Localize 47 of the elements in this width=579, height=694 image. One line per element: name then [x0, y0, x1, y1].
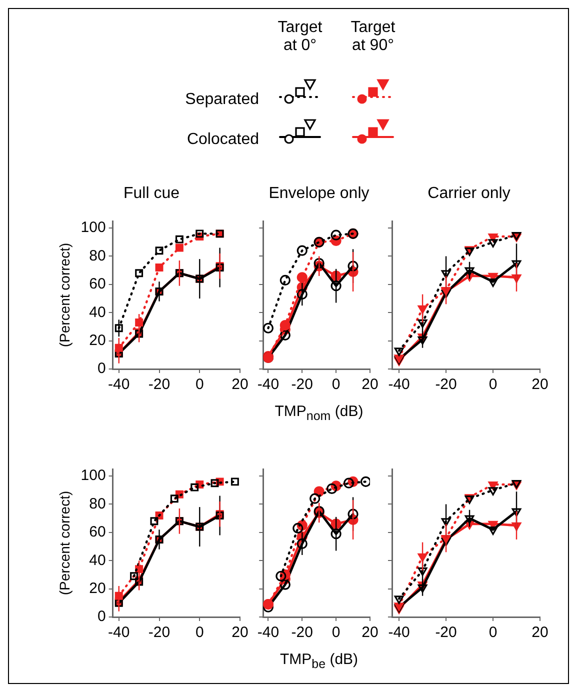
x-tick-label: 20 [532, 624, 548, 642]
x-tick-label: -20 [148, 624, 170, 642]
x-tick-label: 0 [488, 624, 498, 642]
x-tick-label: 20 [362, 624, 378, 642]
text: Separated [184, 91, 259, 109]
x-tick-label: -40 [108, 624, 130, 642]
x-tick-label: 0 [195, 376, 204, 394]
x-tick-label: -40 [388, 376, 410, 394]
chart-title: Full cue [123, 184, 180, 204]
chart-title: Carrier only [428, 184, 510, 204]
x-tick-label: -40 [257, 376, 280, 394]
text: Target at 0° [276, 19, 324, 55]
y-axis-title: (Percent correct) [56, 490, 72, 596]
text: Colocated [186, 131, 259, 149]
x-tick-label: -20 [291, 624, 313, 642]
y-tick-label: 80 [89, 247, 106, 264]
y-tick-label: 0 [97, 360, 106, 378]
x-tick-label: 20 [532, 376, 548, 394]
y-tick-label: 80 [89, 495, 106, 512]
x-tick-label: -20 [435, 376, 457, 394]
x-tick-label: 0 [488, 376, 498, 394]
x-tick-label: -20 [435, 624, 457, 642]
y-tick-label: 20 [89, 580, 106, 597]
y-tick-label: 60 [89, 276, 106, 293]
x-tick-label: 20 [232, 376, 248, 394]
x-tick-label: 0 [332, 624, 340, 642]
y-tick-label: 100 [80, 219, 106, 236]
y-tick-label: 20 [89, 332, 106, 349]
x-tick-label: 0 [332, 376, 340, 394]
x-axis-title: TMP$_{nom}$ (dB) [274, 402, 364, 425]
x-tick-label: -40 [388, 624, 410, 642]
x-tick-label: -20 [148, 376, 170, 394]
x-tick-label: 20 [362, 376, 378, 394]
x-tick-label: -40 [108, 376, 130, 394]
y-tick-label: 0 [97, 608, 106, 626]
x-tick-label: -20 [291, 376, 313, 394]
x-tick-label: 20 [232, 624, 248, 642]
x-tick-label: 0 [195, 624, 204, 642]
y-tick-label: 60 [89, 524, 106, 541]
text: Target at 90° [350, 19, 396, 55]
chart-title: Envelope only [268, 184, 370, 204]
y-tick-label: 40 [89, 552, 106, 569]
y-axis-title: (Percent correct) [56, 242, 72, 348]
x-tick-label: -40 [257, 624, 280, 642]
y-tick-label: 100 [80, 467, 106, 484]
x-axis-title: TMP$_{be}$ (dB) [280, 650, 358, 673]
y-tick-label: 40 [89, 304, 106, 321]
